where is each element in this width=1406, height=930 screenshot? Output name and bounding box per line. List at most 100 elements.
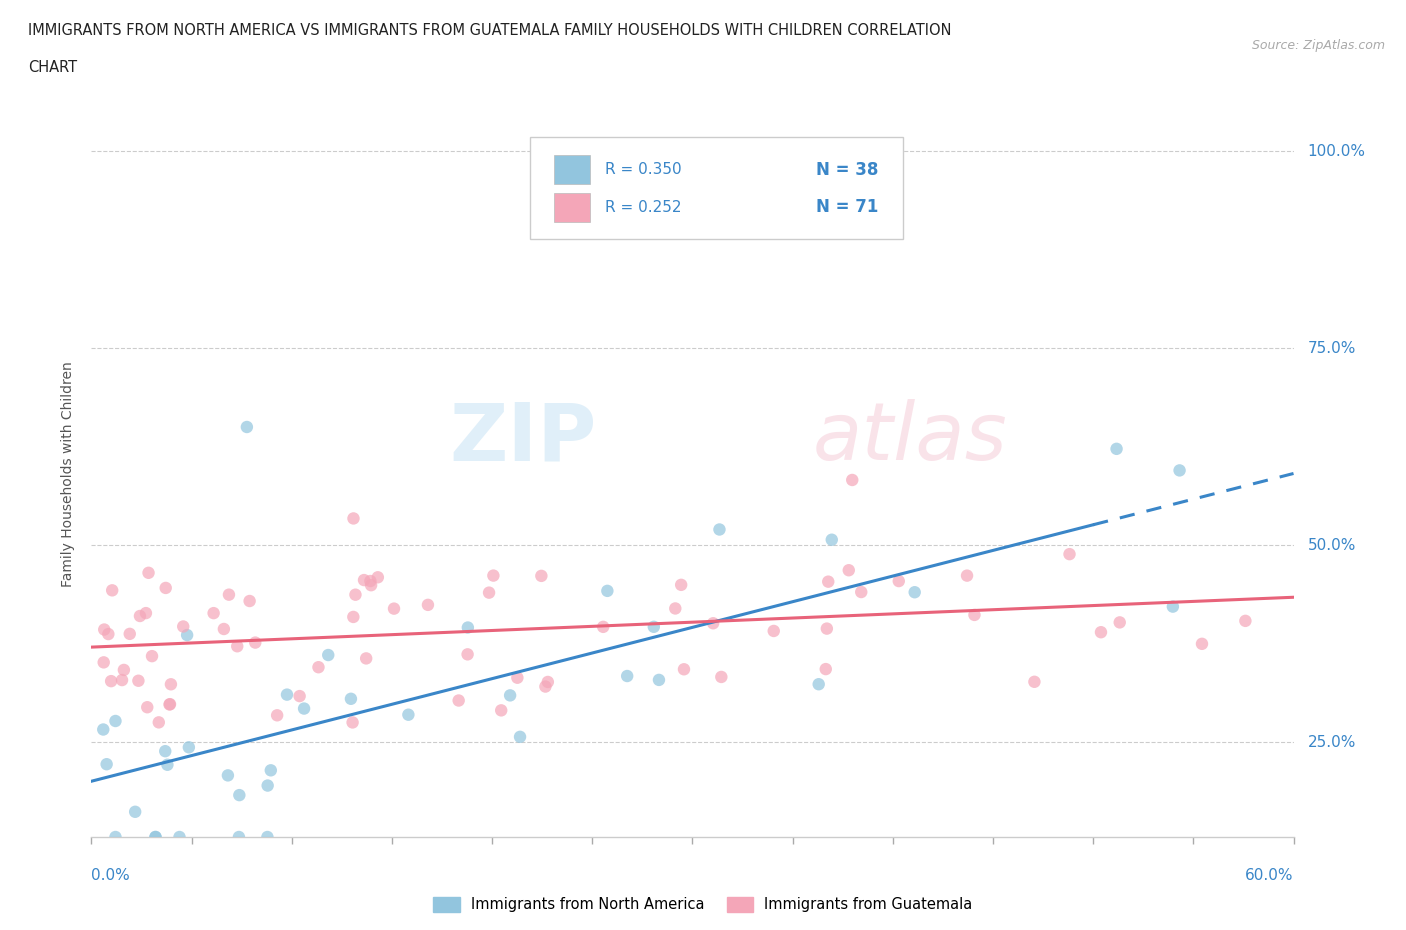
Point: [212, 621, 235, 636]
FancyBboxPatch shape: [554, 155, 591, 184]
Y-axis label: Family Households with Children: Family Households with Children: [62, 362, 76, 587]
Text: 50.0%: 50.0%: [1308, 538, 1355, 552]
Point: [762, 623, 785, 638]
Text: Source: ZipAtlas.com: Source: ZipAtlas.com: [1251, 39, 1385, 52]
Point: [1105, 442, 1128, 457]
Point: [1161, 599, 1184, 614]
Point: [815, 621, 838, 636]
Point: [709, 522, 731, 537]
Point: [226, 639, 249, 654]
Point: [202, 605, 225, 620]
Point: [1090, 625, 1112, 640]
Point: [1168, 463, 1191, 478]
Point: [643, 619, 665, 634]
Point: [308, 659, 330, 674]
Point: [963, 607, 986, 622]
Point: [648, 672, 671, 687]
Point: [672, 662, 695, 677]
Text: 25.0%: 25.0%: [1308, 735, 1355, 750]
Point: [245, 635, 267, 650]
Point: [124, 804, 146, 819]
Point: [177, 740, 200, 755]
Point: [1059, 547, 1081, 562]
Point: [100, 673, 122, 688]
Text: CHART: CHART: [28, 60, 77, 75]
Point: [160, 677, 183, 692]
Point: [817, 574, 839, 589]
Point: [669, 578, 692, 592]
Text: ZIP: ZIP: [449, 399, 596, 477]
Text: N = 71: N = 71: [817, 198, 879, 217]
Point: [354, 651, 377, 666]
Point: [367, 570, 389, 585]
Text: 0.0%: 0.0%: [91, 868, 131, 883]
Text: R = 0.350: R = 0.350: [605, 162, 682, 177]
Point: [135, 605, 157, 620]
Point: [91, 722, 114, 737]
Point: [138, 565, 160, 580]
Point: [129, 608, 152, 623]
Point: [807, 677, 830, 692]
Point: [1234, 614, 1257, 629]
Point: [266, 708, 288, 723]
Point: [596, 583, 619, 598]
Point: [228, 788, 250, 803]
Point: [256, 778, 278, 793]
Point: [447, 693, 470, 708]
Point: [509, 729, 531, 744]
Point: [489, 703, 512, 718]
Point: [228, 830, 250, 844]
Point: [239, 593, 262, 608]
Point: [478, 585, 501, 600]
Point: [145, 830, 167, 844]
Point: [342, 715, 364, 730]
Point: [592, 619, 614, 634]
Point: [457, 620, 479, 635]
Point: [499, 688, 522, 703]
Point: [382, 601, 405, 616]
Point: [218, 587, 240, 602]
Point: [710, 670, 733, 684]
Point: [664, 601, 686, 616]
Point: [104, 830, 127, 844]
Point: [530, 568, 553, 583]
Point: [96, 757, 118, 772]
Point: [141, 649, 163, 664]
Point: [702, 616, 724, 631]
Point: [534, 679, 557, 694]
Point: [956, 568, 979, 583]
Point: [396, 708, 419, 723]
Point: [344, 587, 367, 602]
Point: [256, 830, 278, 844]
Point: [97, 627, 120, 642]
Point: [169, 830, 191, 844]
Point: [172, 619, 194, 634]
Point: [155, 580, 177, 595]
Text: N = 38: N = 38: [817, 161, 879, 179]
Point: [1024, 674, 1046, 689]
FancyBboxPatch shape: [554, 193, 591, 222]
Point: [118, 627, 141, 642]
Text: atlas: atlas: [813, 399, 1008, 477]
Point: [616, 669, 638, 684]
Point: [316, 647, 339, 662]
Point: [841, 472, 863, 487]
Point: [101, 583, 124, 598]
Point: [416, 597, 439, 612]
Point: [537, 674, 560, 689]
Point: [93, 655, 115, 670]
Point: [236, 419, 259, 434]
Text: 100.0%: 100.0%: [1308, 143, 1365, 158]
Point: [148, 715, 170, 730]
Point: [155, 744, 177, 759]
Point: [359, 574, 381, 589]
Point: [93, 622, 115, 637]
Point: [340, 691, 363, 706]
Point: [353, 573, 375, 588]
Point: [159, 697, 181, 711]
Text: 75.0%: 75.0%: [1308, 340, 1355, 355]
Point: [292, 701, 315, 716]
Point: [887, 574, 910, 589]
Legend: Immigrants from North America, Immigrants from Guatemala: Immigrants from North America, Immigrant…: [427, 891, 979, 918]
Point: [111, 672, 134, 687]
